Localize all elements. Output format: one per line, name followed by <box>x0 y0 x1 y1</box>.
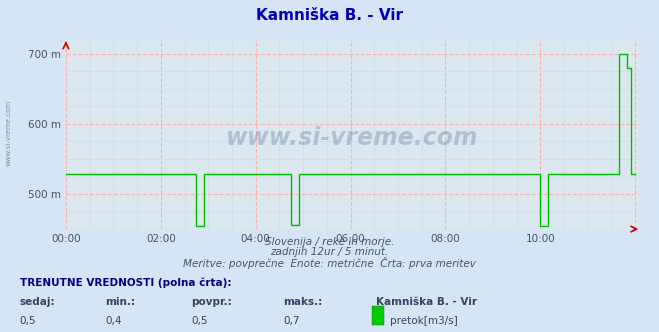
Text: www.si-vreme.com: www.si-vreme.com <box>5 100 11 166</box>
Text: pretok[m3/s]: pretok[m3/s] <box>390 316 458 326</box>
Text: www.si-vreme.com: www.si-vreme.com <box>226 126 479 150</box>
Text: Kamniška B. - Vir: Kamniška B. - Vir <box>376 297 476 307</box>
Text: maks.:: maks.: <box>283 297 323 307</box>
Text: TRENUTNE VREDNOSTI (polna črta):: TRENUTNE VREDNOSTI (polna črta): <box>20 277 231 288</box>
Text: 0,7: 0,7 <box>283 316 300 326</box>
Text: Kamniška B. - Vir: Kamniška B. - Vir <box>256 8 403 23</box>
Text: zadnjih 12ur / 5 minut.: zadnjih 12ur / 5 minut. <box>270 247 389 257</box>
Text: sedaj:: sedaj: <box>20 297 55 307</box>
Text: Meritve: povprečne  Enote: metrične  Črta: prva meritev: Meritve: povprečne Enote: metrične Črta:… <box>183 257 476 269</box>
Text: 0,4: 0,4 <box>105 316 122 326</box>
Text: 0,5: 0,5 <box>20 316 36 326</box>
Text: 0,5: 0,5 <box>191 316 208 326</box>
Text: povpr.:: povpr.: <box>191 297 232 307</box>
Text: Slovenija / reke in morje.: Slovenija / reke in morje. <box>265 237 394 247</box>
Text: min.:: min.: <box>105 297 136 307</box>
